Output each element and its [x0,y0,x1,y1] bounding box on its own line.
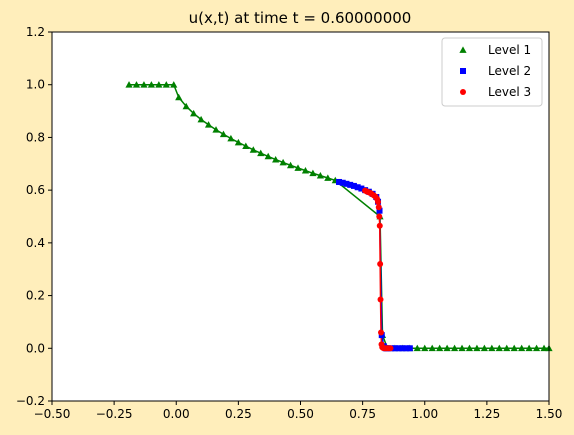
x-tick-label: 0.75 [349,407,376,421]
y-tick-label: 0.8 [26,130,45,144]
level-1-point [155,81,163,88]
level-1-point [324,174,332,181]
legend-label-level-3: Level 3 [488,85,531,99]
level-1-point [413,344,421,352]
level-2-point [406,345,413,352]
x-tick-label: 0.25 [225,407,252,421]
level-1-point [190,109,198,117]
level-1-point [540,344,548,352]
legend-marker-level-1 [459,46,467,53]
level-1-point [532,344,541,352]
y-tick-label: 1.2 [26,25,45,39]
chart-title: u(x,t) at time t = 0.60000000 [189,9,412,27]
level-1-point [140,81,148,88]
level-1-point [450,344,459,352]
legend-entries: Level 1 Level 2 Level 3 [459,43,531,99]
y-tick-label: −0.2 [16,394,45,408]
x-tick-label: 1.00 [411,407,438,421]
x-axis: −0.50 −0.25 0.00 0.25 0.50 0.75 1.00 1.25 1.50 [34,401,563,421]
level-2-point [395,345,402,352]
level-2-point [336,178,343,185]
level-1-point [301,167,310,174]
level-1-point [518,344,526,352]
level-1-point [316,172,324,179]
level-1-point [495,344,503,352]
series-markers [125,81,553,352]
level-3-point [377,260,384,267]
legend-marker-level-2 [460,68,466,74]
y-tick-label: 0.6 [26,183,45,197]
legend-box [441,37,543,107]
level-1-point [510,344,518,352]
level-1-point [428,344,436,352]
level-2-point [358,185,365,192]
level-1-point [227,134,235,142]
y-tick-label: 1.0 [26,78,45,92]
legend-marker-level-3 [460,89,466,95]
level-2-point [403,345,410,352]
level-3-point [376,213,383,220]
level-3-point [387,345,394,352]
x-tick-label: 0.50 [287,407,314,421]
level-1-point [436,344,444,352]
level-1-point [242,142,250,150]
level-1-point [309,169,317,177]
x-tick-label: 0.00 [163,407,190,421]
level-3-point [375,204,382,211]
level-1-point [272,155,280,163]
level-1-point [162,81,170,88]
level-1-point [465,344,474,352]
level-2-point [391,345,398,352]
level-1-point [125,81,133,88]
x-tick-label: 1.50 [536,407,563,421]
level-1-point [234,138,242,146]
y-tick-label: 0.0 [26,341,45,355]
y-axis: −0.2 0.0 0.2 0.4 0.6 0.8 1.0 1.2 [16,25,52,408]
level-1-point [525,344,533,352]
level-1-point [264,152,272,160]
level-1-point [197,115,205,123]
level-1-point [257,149,265,157]
level-2-point [347,181,354,188]
level-3-point [375,199,382,206]
level-2-point [339,179,346,186]
level-3-point [377,296,384,303]
level-1-point [286,161,295,169]
legend-label-level-1: Level 1 [488,43,531,57]
level-1-point [182,102,190,110]
level-2-point [350,182,357,189]
level-1-point [294,164,302,171]
level-1-point [503,344,511,352]
level-1-point [249,146,257,153]
level-1-point [488,344,496,352]
level-1-point [132,81,141,88]
level-2-point [399,345,406,352]
legend: Level 1 Level 2 Level 3 [441,37,543,107]
x-tick-label: −0.50 [34,407,71,421]
level-1-point [170,81,178,88]
level-1-point [147,81,155,88]
level-1-point [421,344,429,352]
level-1-point [480,344,488,352]
level-1-point [175,93,183,101]
level-3-point [378,329,385,336]
level-1-point [443,344,451,352]
level-1-point [279,158,287,166]
level-1-point [219,130,228,138]
level-2-point [343,180,350,187]
y-tick-label: 0.2 [26,289,45,303]
level-1-point [204,121,213,128]
legend-label-level-2: Level 2 [488,64,531,78]
level-1-point [458,344,466,352]
level-2-point [354,184,361,191]
x-tick-label: 1.25 [474,407,501,421]
level-2-point [376,207,383,214]
level-1-point [212,126,220,133]
level-1-point [473,344,481,352]
level-3-point [376,222,383,229]
y-tick-label: 0.4 [26,236,45,250]
x-tick-label: −0.25 [96,407,133,421]
